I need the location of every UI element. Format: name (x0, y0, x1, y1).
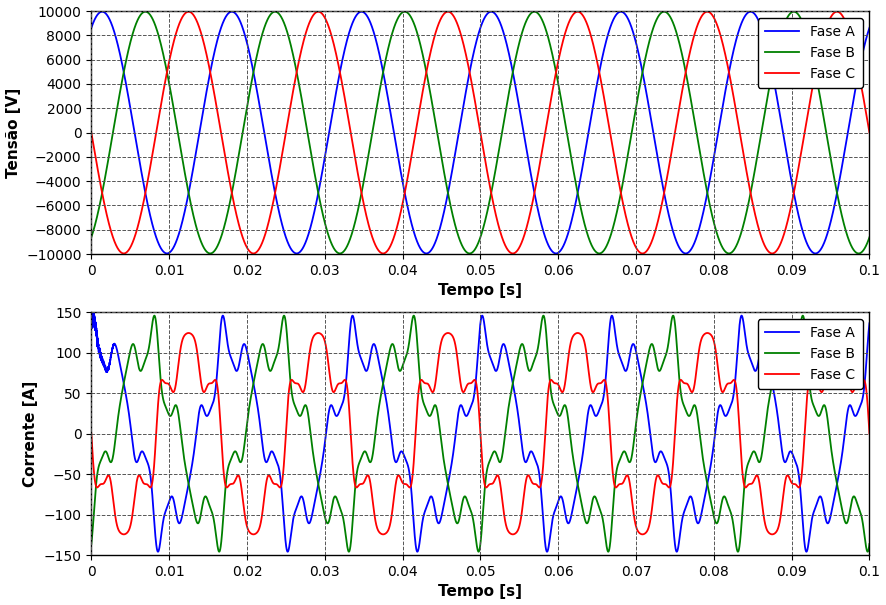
Fase C (238, 505, 249, 512)
Fase A (119, 68, 129, 75)
Fase A (238, 28, 249, 36)
Fase B (118, 381, 128, 388)
Fase B (823, 142, 834, 149)
Line: Fase A: Fase A (91, 307, 869, 552)
Fase A (133, 457, 144, 464)
Fase A (541, 548, 552, 555)
Fase A (466, 401, 477, 408)
X-axis label: Tempo [s]: Tempo [s] (439, 283, 523, 298)
Fase A (238, 341, 249, 348)
Fase C (248, 531, 259, 538)
Fase B (238, 445, 249, 453)
Fase C (89, 477, 100, 484)
Fase B (133, 360, 144, 367)
Fase C (823, 19, 834, 26)
Line: Fase C: Fase C (91, 11, 869, 253)
Fase C (118, 250, 128, 257)
Fase C (238, 237, 249, 244)
Fase C (864, 430, 874, 437)
Fase B (133, 16, 144, 23)
Fase A (467, 57, 478, 65)
Legend: Fase A, Fase B, Fase C: Fase A, Fase B, Fase C (758, 18, 862, 88)
Fase B (466, 510, 477, 517)
Fase B (473, 548, 484, 555)
Fase C (864, 129, 874, 136)
Line: Fase B: Fase B (91, 316, 869, 552)
Fase A (119, 379, 129, 387)
Fase A (864, 319, 874, 327)
Fase A (89, 16, 100, 23)
Fase B (335, 250, 346, 257)
Fase B (118, 70, 128, 77)
Fase A (86, 316, 97, 324)
Fase B (86, 540, 97, 548)
Fase B (86, 234, 97, 241)
Line: Fase A: Fase A (91, 11, 869, 253)
Fase B (269, 8, 280, 15)
Fase C (248, 250, 259, 257)
Fase A (133, 149, 144, 156)
Fase A (89, 320, 100, 327)
Fase B (238, 122, 249, 129)
Fase A (97, 8, 107, 15)
Fase C (467, 80, 478, 88)
Fase A (823, 227, 834, 234)
Fase C (467, 379, 478, 386)
Fase C (133, 473, 144, 480)
Fase B (408, 312, 419, 319)
Fase C (183, 329, 194, 336)
Line: Fase B: Fase B (91, 11, 869, 253)
Fase C (118, 531, 128, 538)
Line: Fase C: Fase C (91, 333, 869, 534)
Fase A (89, 304, 99, 311)
Fase C (133, 223, 144, 230)
Fase B (467, 249, 478, 257)
X-axis label: Tempo [s]: Tempo [s] (439, 584, 523, 600)
Legend: Fase A, Fase B, Fase C: Fase A, Fase B, Fase C (758, 319, 862, 389)
Fase B (89, 222, 100, 229)
Fase C (183, 8, 194, 15)
Fase A (823, 519, 834, 526)
Fase A (864, 24, 874, 31)
Fase C (823, 349, 834, 356)
Fase C (86, 430, 97, 437)
Fase B (864, 540, 874, 548)
Fase C (89, 149, 100, 157)
Fase B (89, 496, 100, 503)
Y-axis label: Corrente [A]: Corrente [A] (23, 381, 38, 487)
Fase C (86, 129, 97, 136)
Fase B (823, 422, 834, 429)
Y-axis label: Tensão [V]: Tensão [V] (5, 88, 20, 178)
Fase A (86, 24, 97, 31)
Fase B (864, 234, 874, 241)
Fase A (161, 250, 172, 257)
